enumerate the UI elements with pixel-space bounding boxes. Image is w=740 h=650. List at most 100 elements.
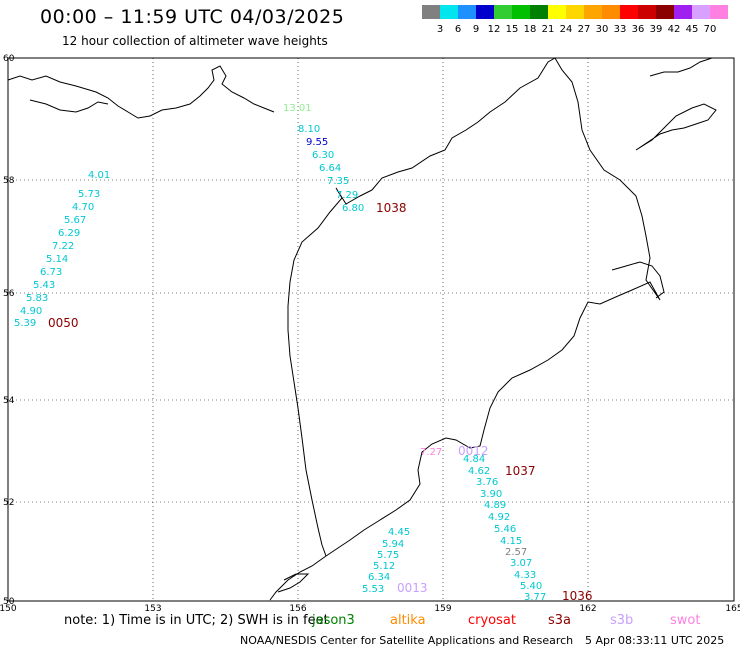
swh-value: 5.67 <box>64 215 86 226</box>
swh-value: 5.46 <box>494 524 516 535</box>
footer-credit: NOAA/NESDIS Center for Satellite Applica… <box>240 634 574 647</box>
legend-label: 70 <box>704 24 717 35</box>
legend-swatch <box>476 5 494 19</box>
swh-value: 6.73 <box>40 267 62 278</box>
legend-label: 3 <box>437 24 443 35</box>
swh-value: 6.80 <box>342 203 364 214</box>
satellite-legend-item: swot <box>670 613 701 628</box>
legend-label: 18 <box>524 24 537 35</box>
swh-value: 3.77 <box>524 592 546 603</box>
swh-values: 13.01 9.55 8.10 6.30 6.64 7.35 7.29 6.80 4.01 5.7… <box>14 103 546 603</box>
pass-time-label: 1038 <box>376 201 407 215</box>
legend-swatch <box>440 5 458 19</box>
swh-value: 4.90 <box>20 306 42 317</box>
legend-label: 9 <box>473 24 479 35</box>
swh-value: 8.10 <box>298 124 320 135</box>
legend-label: 45 <box>686 24 699 35</box>
lat-tick-label: 54 <box>3 396 15 406</box>
pass-times: 1038 0050 1037 1036 0012 0013 <box>48 201 593 603</box>
lon-tick-label: 162 <box>579 604 596 614</box>
legend-swatch <box>548 5 566 19</box>
note-text: note: 1) Time is in UTC; 2) SWH is in fe… <box>64 613 329 628</box>
chart-subtitle: 12 hour collection of altimeter wave hei… <box>62 34 328 48</box>
legend-label: 27 <box>578 24 591 35</box>
swh-value: 6.64 <box>319 163 341 174</box>
legend-label: 39 <box>650 24 663 35</box>
legend-swatch <box>458 5 476 19</box>
axis-labels: 150 153 156 159 162 165 60 58 56 54 52 50 <box>0 54 740 614</box>
swh-value: 6.30 <box>312 150 334 161</box>
legend-label: 12 <box>488 24 501 35</box>
swh-value: 13.01 <box>283 103 312 114</box>
swh-value: 2.57 <box>505 547 527 558</box>
generation-timestamp: 5 Apr 08:33:11 UTC 2025 <box>585 634 725 647</box>
swh-value: 4.33 <box>514 570 536 581</box>
chart-title: 00:00 – 11:59 UTC 04/03/2025 <box>40 6 345 28</box>
swh-value: 4.70 <box>72 202 94 213</box>
legend-label: 15 <box>506 24 519 35</box>
swh-value: 4.62 <box>468 466 490 477</box>
legend-swatch <box>512 5 530 19</box>
legend-label: 42 <box>668 24 681 35</box>
swh-value: 4.45 <box>388 527 410 538</box>
swh-value: 9.55 <box>306 137 328 148</box>
satellite-legend-item: altika <box>390 613 426 628</box>
satellite-legend-item: jason3 <box>312 613 355 628</box>
legend-label: 24 <box>560 24 573 35</box>
legend-swatch <box>638 5 656 19</box>
swh-value: 5.39 <box>14 318 36 329</box>
lon-tick-label: 153 <box>144 604 161 614</box>
swh-value: 5.83 <box>26 293 48 304</box>
legend-swatch <box>656 5 674 19</box>
swh-value: 5.53 <box>362 584 384 595</box>
swh-value: 7.29 <box>336 190 358 201</box>
swh-value: 4.01 <box>88 170 110 181</box>
swh-value: 4.89 <box>484 500 506 511</box>
satellite-legend-item: s3b <box>610 613 634 628</box>
lat-tick-label: 58 <box>3 176 15 186</box>
swh-value: 5.12 <box>373 561 395 572</box>
map-grid <box>8 58 734 601</box>
swh-value: 5.73 <box>78 189 100 200</box>
legend-label: 33 <box>614 24 627 35</box>
legend-label: 36 <box>632 24 645 35</box>
swh-value: 5.14 <box>46 254 68 265</box>
lon-tick-label: 156 <box>289 604 306 614</box>
satellite-legend-item: s3a <box>548 613 572 628</box>
swh-value: 4.92 <box>488 512 510 523</box>
swh-value: 7.27 <box>420 447 442 458</box>
swh-value: 3.07 <box>510 558 532 569</box>
legend-swatch <box>602 5 620 19</box>
pass-time-label: 0013 <box>397 581 428 595</box>
legend-swatch <box>422 5 440 19</box>
lat-tick-label: 50 <box>3 597 15 607</box>
legend-swatch <box>710 5 728 19</box>
map-frame <box>7 57 735 602</box>
coastline <box>7 57 717 601</box>
swh-value: 6.34 <box>368 572 390 583</box>
lat-tick-label: 60 <box>3 54 15 64</box>
pass-time-label: 1036 <box>562 589 593 603</box>
legend-label: 21 <box>542 24 555 35</box>
swh-value: 6.29 <box>58 228 80 239</box>
pass-time-label: 0050 <box>48 316 79 330</box>
swh-value: 3.90 <box>480 489 502 500</box>
swh-value: 5.40 <box>520 581 542 592</box>
legend-swatch <box>620 5 638 19</box>
legend-swatch <box>692 5 710 19</box>
swh-value: 7.35 <box>327 176 349 187</box>
swh-value: 5.75 <box>377 550 399 561</box>
legend-swatch <box>494 5 512 19</box>
legend-label: 30 <box>596 24 609 35</box>
swh-value: 5.43 <box>33 280 55 291</box>
lon-tick-label: 159 <box>434 604 451 614</box>
lon-tick-label: 165 <box>725 604 740 614</box>
lat-tick-label: 52 <box>3 498 14 508</box>
swh-value: 3.76 <box>476 477 498 488</box>
swh-value: 4.84 <box>463 454 485 465</box>
legend-label: 6 <box>455 24 461 35</box>
legend-swatch <box>674 5 692 19</box>
swh-value: 4.15 <box>500 536 522 547</box>
